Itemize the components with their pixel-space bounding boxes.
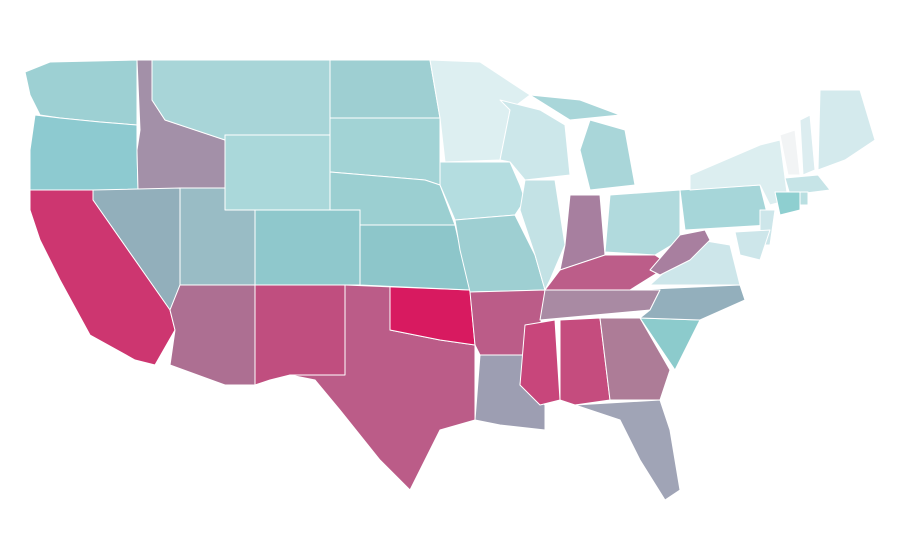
state (734, 229, 771, 261)
state (254, 209, 361, 286)
state (24, 59, 138, 126)
state (799, 114, 816, 176)
state (679, 184, 771, 231)
state (579, 119, 636, 191)
state (254, 284, 346, 386)
state (649, 229, 711, 276)
state (559, 317, 611, 406)
state (784, 174, 831, 196)
state (539, 289, 661, 321)
state (599, 317, 671, 401)
state (519, 319, 561, 406)
state (29, 189, 176, 366)
state (29, 114, 139, 191)
state (574, 399, 681, 501)
state (629, 284, 746, 321)
state (529, 94, 621, 121)
state (779, 129, 801, 176)
state (224, 134, 331, 211)
state (169, 284, 256, 386)
state (329, 59, 441, 119)
state (359, 224, 471, 291)
state (799, 191, 809, 206)
state (817, 89, 876, 171)
state (604, 189, 681, 256)
state (519, 179, 566, 291)
state (774, 191, 801, 216)
state (439, 161, 526, 221)
